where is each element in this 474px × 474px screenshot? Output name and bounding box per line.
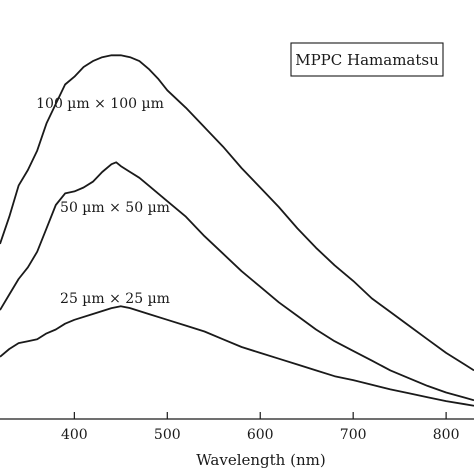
series-line-1 xyxy=(0,54,474,372)
x-axis-title: Wavelength (nm) xyxy=(196,451,325,469)
series-line-3 xyxy=(0,305,474,407)
x-tick-label: 600 xyxy=(247,427,274,443)
series-label-3: 25 µm × 25 µm xyxy=(60,291,170,307)
x-tick-label: 800 xyxy=(433,427,460,443)
legend-box: MPPC Hamamatsu xyxy=(290,42,444,77)
x-tick-label: 700 xyxy=(340,427,367,443)
series-label-2: 50 µm × 50 µm xyxy=(60,200,170,216)
series-labels: 100 µm × 100 µm 50 µm × 50 µm 25 µm × 25 µ… xyxy=(36,96,170,307)
legend-frame xyxy=(290,42,444,77)
series-lines xyxy=(0,54,474,407)
series-line-2 xyxy=(0,161,474,402)
series-label-1: 100 µm × 100 µm xyxy=(36,96,164,112)
legend-text: MPPC Hamamatsu xyxy=(295,51,439,69)
x-tick-label: 400 xyxy=(61,427,88,443)
x-tick-label: 500 xyxy=(154,427,181,443)
x-axis-ticks: 400 500 600 700 800 xyxy=(61,412,459,443)
